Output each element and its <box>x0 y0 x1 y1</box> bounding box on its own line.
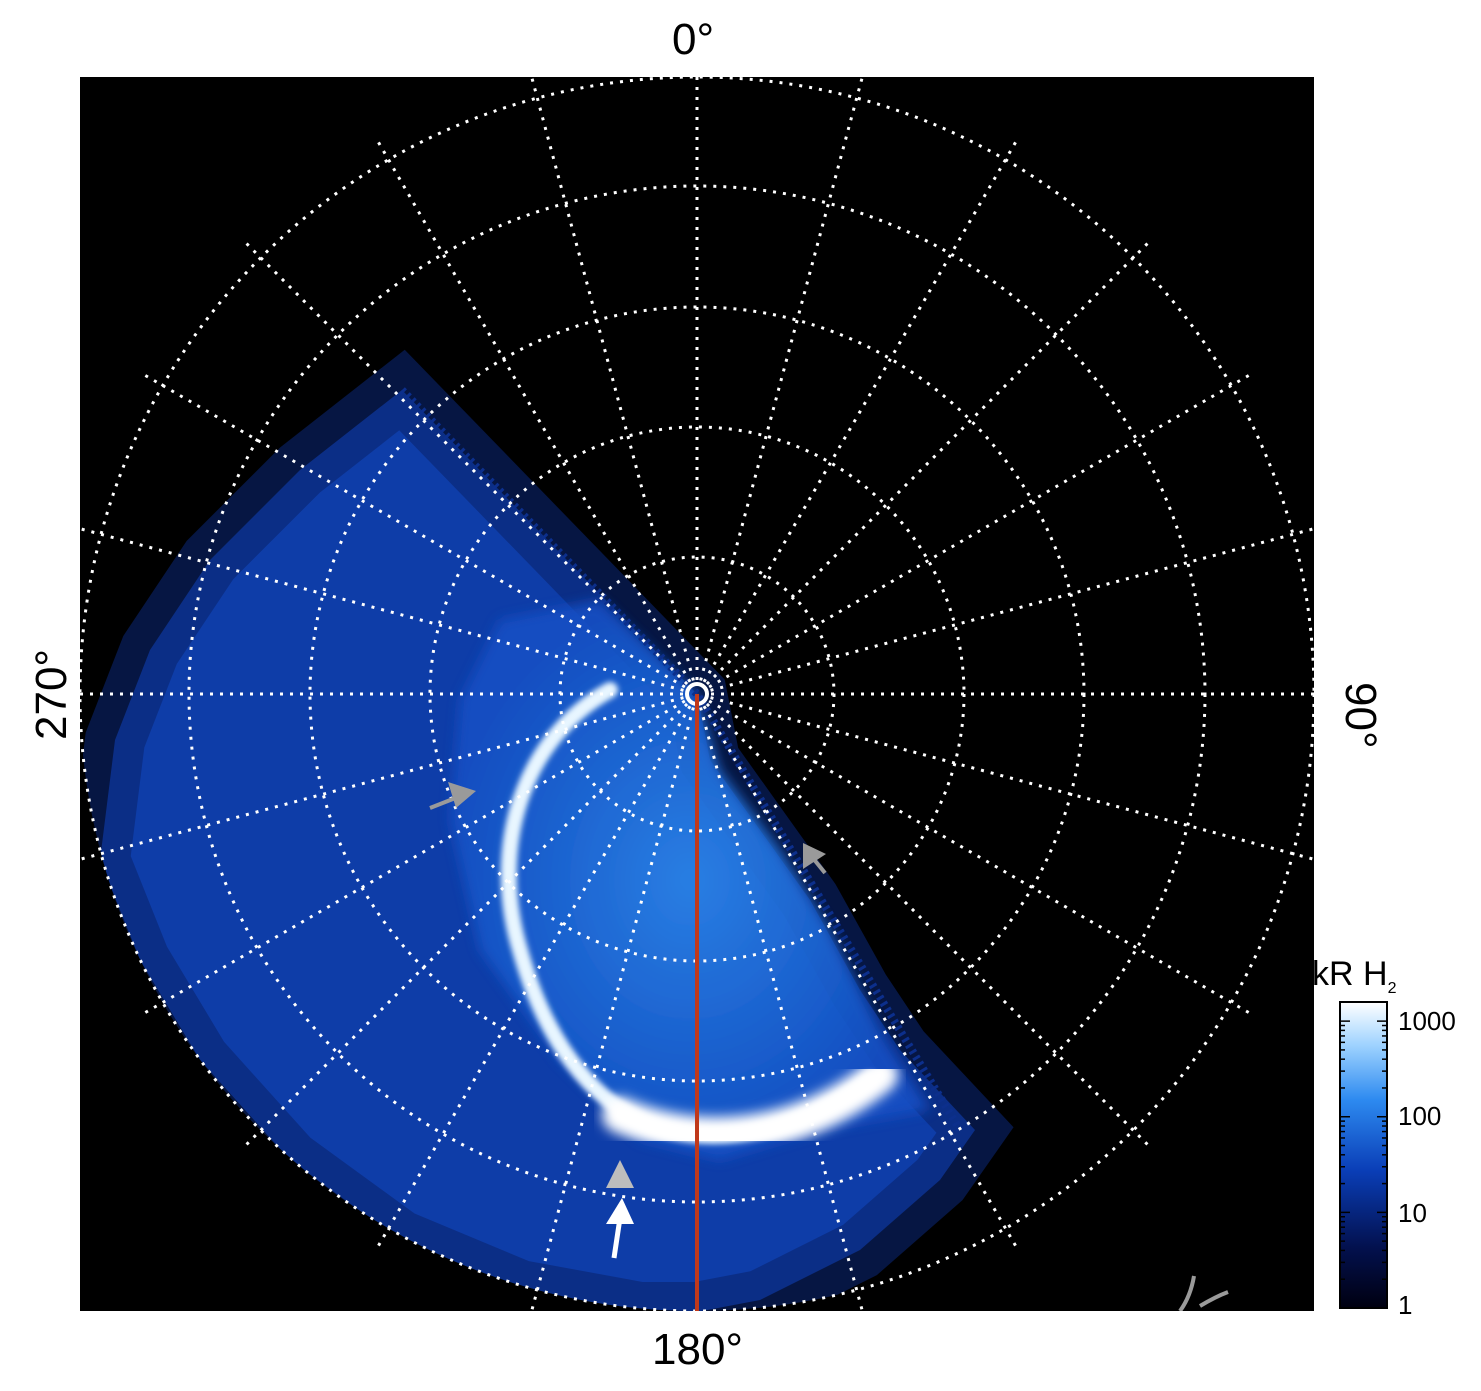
gray-arrow-right <box>803 843 827 875</box>
longitude-line <box>243 240 689 686</box>
main-auroral-oval-core <box>602 1057 898 1153</box>
colorbar-tick-1: 1 <box>1398 1290 1413 1320</box>
label-0-deg: 0° <box>672 15 715 64</box>
longitude-line <box>708 699 1253 1016</box>
longitude-line <box>702 138 1019 683</box>
longitude-line <box>375 138 692 683</box>
label-90-deg: 90° <box>1336 682 1385 749</box>
longitude-line <box>141 372 686 689</box>
longitude-line <box>80 696 684 861</box>
longitude-line <box>530 707 695 1311</box>
colorbar <box>1339 1001 1388 1309</box>
aurora-inner-region <box>450 600 930 1160</box>
colorbar-title: kR H2 <box>1312 955 1396 998</box>
label-270-deg: 270° <box>27 648 76 740</box>
longitude-line <box>141 699 686 1016</box>
colorbar-title-main: kR H <box>1312 955 1388 993</box>
longitude-line <box>710 696 1314 861</box>
longitude-line <box>699 707 864 1311</box>
longitude-line <box>702 705 1019 1250</box>
longitude-grid <box>80 77 1314 1311</box>
longitude-line <box>530 77 695 681</box>
colorbar-tick-1000: 1000 <box>1398 1006 1456 1036</box>
colorbar-title-sub: 2 <box>1387 979 1397 997</box>
colorbar-tick-100: 100 <box>1398 1101 1442 1131</box>
longitude-line <box>699 77 864 681</box>
gray-arrow-left <box>429 782 476 810</box>
longitude-line <box>705 702 1151 1148</box>
gray-curve-bottom-right-2 <box>1198 1290 1229 1308</box>
white-arrow-bottom <box>606 1198 634 1259</box>
colorbar-tick-10: 10 <box>1398 1198 1427 1228</box>
gray-arrow-bottom <box>606 1160 634 1188</box>
longitude-line <box>375 705 692 1250</box>
colorbar-minor-ticks <box>1340 1020 1387 1309</box>
longitude-line <box>708 372 1253 689</box>
longitude-line <box>243 702 689 1148</box>
longitude-line <box>705 240 1151 686</box>
colorbar-gradient <box>1339 1001 1388 1309</box>
gray-curve-bottom-right <box>1178 1275 1196 1311</box>
label-180-deg: 180° <box>652 1325 744 1374</box>
image-cutoff-edge <box>399 387 964 1133</box>
longitude-line <box>710 527 1314 692</box>
longitude-line <box>80 527 684 692</box>
